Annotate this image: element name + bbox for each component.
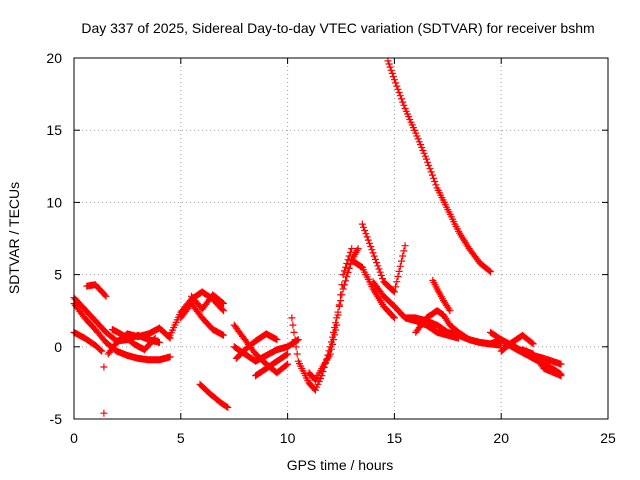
marker-path bbox=[288, 245, 362, 394]
marker-path bbox=[252, 350, 292, 380]
data-series-trace-h bbox=[100, 409, 108, 417]
marker-path bbox=[497, 331, 537, 355]
data-series-trace-d bbox=[83, 281, 110, 300]
data-series-trace-q bbox=[288, 245, 362, 394]
marker-path bbox=[100, 409, 108, 417]
marker-path bbox=[358, 220, 409, 296]
y-tick-label: -5 bbox=[50, 411, 63, 427]
marker-path bbox=[305, 245, 356, 384]
plot-frame bbox=[73, 57, 609, 420]
marker-path bbox=[108, 326, 159, 354]
x-tick-label: 25 bbox=[600, 430, 616, 446]
marker-path bbox=[83, 281, 110, 300]
marker-path bbox=[429, 276, 454, 315]
data-series-trace-s bbox=[348, 256, 398, 322]
x-tick-label: 20 bbox=[493, 430, 509, 446]
x-tick-label: 5 bbox=[177, 430, 185, 446]
marker-path bbox=[100, 363, 108, 371]
y-tick-label: 10 bbox=[46, 194, 62, 210]
marker-path bbox=[384, 57, 494, 276]
grid-lines bbox=[74, 58, 608, 419]
x-tick-label: 15 bbox=[387, 430, 403, 446]
data-series-trace-e bbox=[104, 324, 174, 358]
x-tick-label: 10 bbox=[280, 430, 296, 446]
y-tick-label: 0 bbox=[54, 339, 62, 355]
marker-path bbox=[177, 300, 227, 339]
data-series-trace-f bbox=[108, 326, 159, 354]
data-series-trace-r bbox=[305, 245, 356, 384]
data-series-trace-y bbox=[429, 276, 454, 315]
y-tick-label: 5 bbox=[54, 267, 62, 283]
marker-path bbox=[412, 307, 565, 368]
data-points bbox=[70, 57, 565, 417]
data-series-trace-g bbox=[100, 363, 108, 371]
marker-path bbox=[348, 256, 398, 322]
data-series-trace-t bbox=[358, 220, 409, 296]
x-axis-label: GPS time / hours bbox=[287, 457, 394, 473]
data-series-trace-aa bbox=[497, 331, 537, 355]
y-axis-label: SDTVAR / TECUs bbox=[6, 182, 22, 294]
axis-ticks bbox=[73, 57, 609, 420]
marker-path bbox=[188, 291, 227, 313]
data-series-trace-o bbox=[232, 330, 281, 362]
x-tick-label: 0 bbox=[70, 430, 78, 446]
marker-path bbox=[519, 346, 565, 380]
data-series-trace-l bbox=[196, 380, 232, 411]
data-series-trace-p bbox=[252, 350, 292, 380]
data-series-trace-x bbox=[412, 307, 565, 368]
y-tick-label: 15 bbox=[46, 122, 62, 138]
data-series-trace-j bbox=[177, 300, 227, 339]
marker-path bbox=[196, 380, 232, 411]
chart-title: Day 337 of 2025, Sidereal Day-to-day VTE… bbox=[81, 20, 594, 36]
tick-labels: 0 5 10 15 20 25 -5 0 5 10 15 20 bbox=[46, 50, 616, 446]
marker-path bbox=[104, 324, 174, 358]
data-series-trace-k bbox=[188, 291, 227, 313]
marker-path bbox=[232, 330, 281, 362]
y-tick-label: 20 bbox=[46, 50, 62, 66]
data-series-trace-v bbox=[384, 57, 494, 276]
data-series-trace-ab bbox=[519, 346, 565, 380]
